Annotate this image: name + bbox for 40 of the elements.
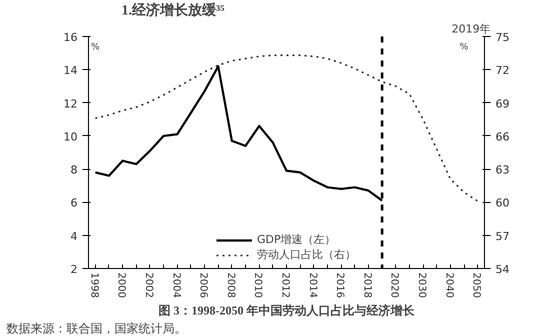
chart-title: 1.经济增长放缓³⁵ [122,2,224,18]
y-axis-title: % [91,42,100,52]
y-tick-label: 16 [64,31,78,44]
x-tick-label: 2002 [142,272,154,298]
x-tick-label: 2000 [116,272,127,298]
line-series [94,54,478,202]
text: 2019年 [452,22,491,36]
y2-tick-label: 54 [496,263,510,276]
source-note: 数据来源：联合国，国家统计局。 [6,322,186,336]
y-tick-label: 14 [64,64,78,78]
x-tick-label: 2018 [361,272,372,298]
x-tick-label: 2008 [224,272,236,298]
x-tick-label: 2006 [198,272,209,298]
y2-tick-label: 72 [496,64,510,78]
y-tick-label: 10 [64,130,78,144]
legend-label: GDP增速（左） [257,232,336,247]
x-tick-label: 2014 [306,272,318,298]
x-tick-label: 2016 [334,272,346,298]
y2-tick-label: 63 [496,164,510,177]
y2-tick-label: 57 [496,230,510,243]
x-tick-label: 2050 [470,272,482,298]
y2-tick-label: 66 [496,130,510,144]
y2-tick-label: 69 [496,97,510,110]
x-tick-label: 2040 [443,272,454,298]
y2-tick-label: 75 [496,31,510,44]
x-tick-label: 2004 [170,272,182,298]
caption: 图 3：1998-2050 年中国劳动人口占比与经济增长 [158,304,416,318]
x-tick-label: 2030 [416,272,428,298]
x-tick-label: 1998 [88,272,100,298]
x-tick-label: 2020 [388,272,400,298]
legend-label: 劳动人口占比（右） [257,247,356,262]
y-tick-label: 12 [64,97,78,110]
x-tick-label: 2012 [280,272,290,298]
y-tick-label: 4 [70,230,78,243]
y-tick-label: 2 [70,263,78,276]
y2-axis-title: % [460,42,469,52]
x-tick-label: 2010 [252,272,264,298]
y-tick-label: 6 [70,196,78,210]
y2-tick-label: 60 [496,196,510,210]
y-tick-label: 8 [70,164,78,177]
